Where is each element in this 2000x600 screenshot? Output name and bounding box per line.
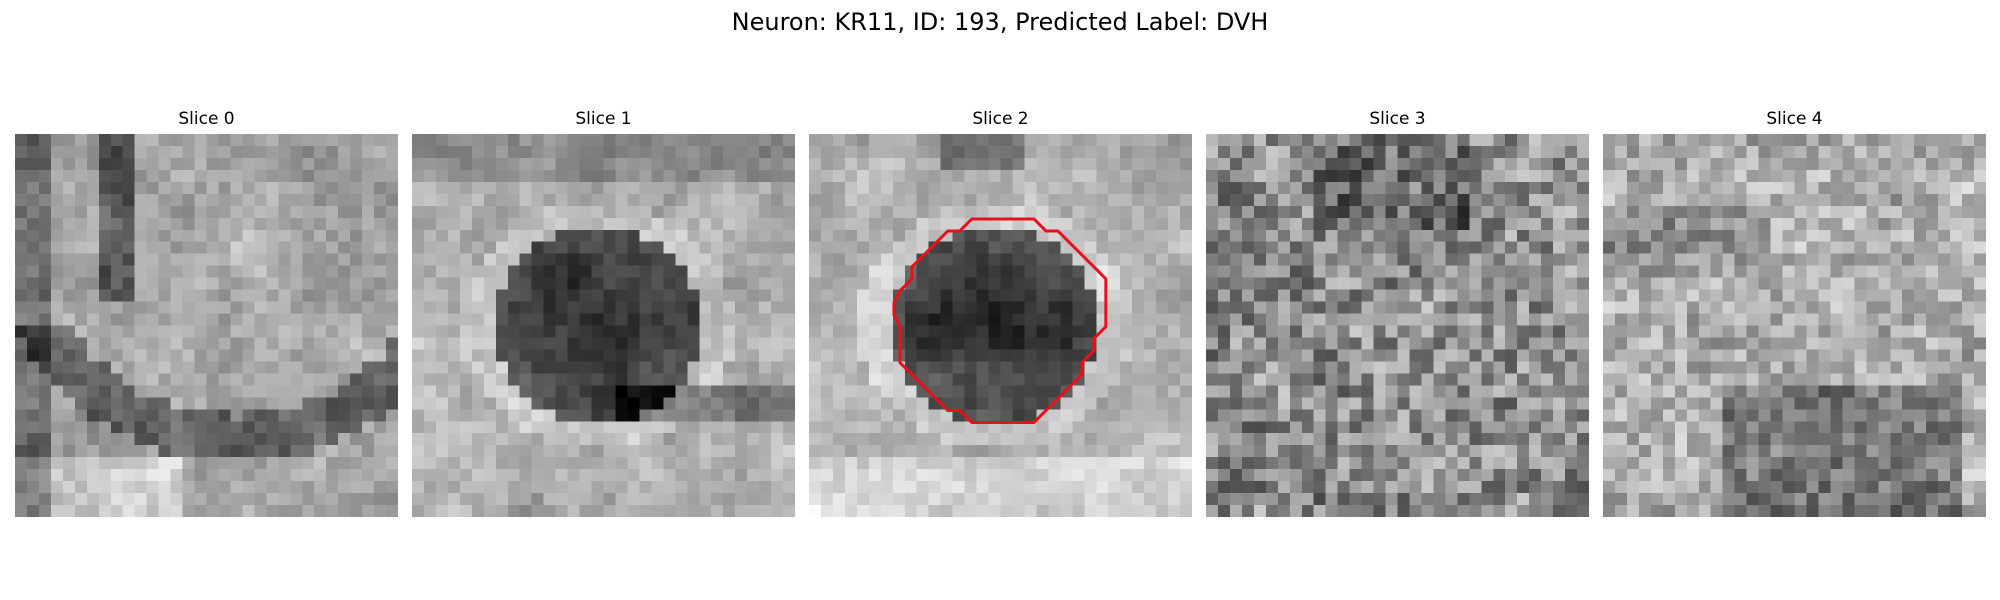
slice-panel-4: Slice 4 [1603,108,1986,517]
slice-title: Slice 3 [1369,109,1426,129]
slice-image [412,134,795,517]
slice-panel-3: Slice 3 [1206,108,1589,517]
slice-image [1603,134,1986,517]
roi-contour [892,217,1108,424]
slice-title: Slice 2 [972,109,1029,129]
roi-contour-outline [892,217,1108,424]
slice-panel-1: Slice 1 [412,108,795,517]
slice-title: Slice 0 [178,109,235,129]
slice-panel-2: Slice 2 [809,108,1192,517]
slice-image [1206,134,1589,517]
slice-image [15,134,398,517]
slice-image [809,134,1192,517]
slice-panel-0: Slice 0 [15,108,398,517]
figure-title: Neuron: KR11, ID: 193, Predicted Label: … [731,8,1269,36]
slice-title: Slice 1 [575,109,632,129]
slice-title: Slice 4 [1766,109,1823,129]
